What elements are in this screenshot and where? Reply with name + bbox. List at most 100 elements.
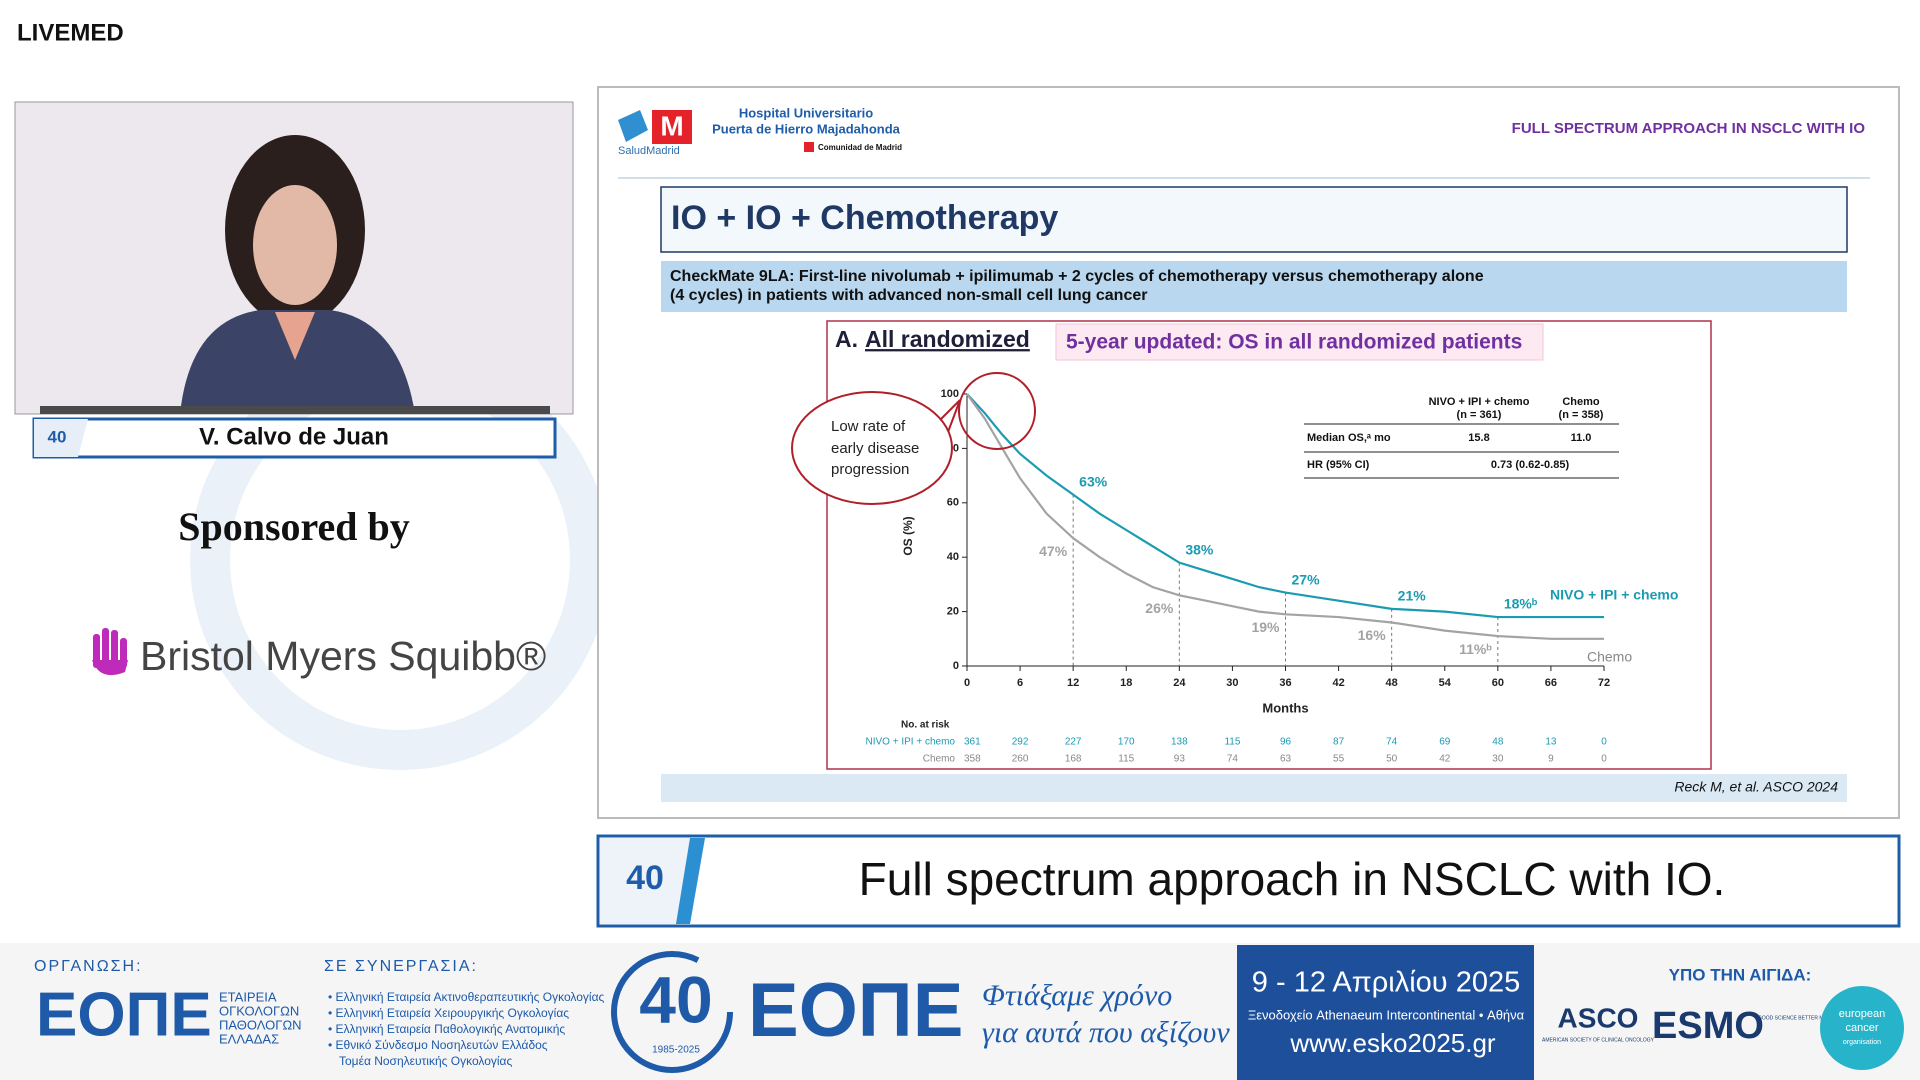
organizer-name: ΟΓΚΟΛΟΓΩΝ xyxy=(219,1003,299,1018)
at-risk-count: 13 xyxy=(1545,737,1557,748)
landmark-label: 21% xyxy=(1398,588,1427,604)
anniversary-ring xyxy=(611,951,733,1073)
landmark-label: 27% xyxy=(1292,571,1321,587)
footer-bg xyxy=(0,943,1920,1080)
table-cell: Median OS,ᵃ mo xyxy=(1307,432,1391,444)
neck xyxy=(275,312,315,360)
landmark-label: 18%ᵇ xyxy=(1504,596,1538,612)
suit xyxy=(180,310,415,414)
series-label: Chemo xyxy=(1587,649,1632,665)
bms-icon-part xyxy=(92,660,128,676)
eco-logo xyxy=(1820,986,1904,1070)
organizer-name: ΠΑΘΟΛΟΓΩΝ xyxy=(219,1017,302,1032)
at-risk-count: 55 xyxy=(1333,754,1345,765)
lectern xyxy=(40,406,550,414)
name-badge: 40 xyxy=(48,427,67,446)
y-tick-label: 20 xyxy=(947,606,959,618)
at-risk-count: 30 xyxy=(1492,754,1504,765)
sponsor-name: Bristol Myers Squibb® xyxy=(140,633,546,679)
table-header: (n = 361) xyxy=(1457,409,1502,421)
at-risk-count: 42 xyxy=(1439,754,1451,765)
at-risk-count: 0 xyxy=(1601,737,1607,748)
y-tick-label: 40 xyxy=(947,551,959,563)
partners-label: ΣΕ ΣΥΝΕΡΓΑΣΙΑ: xyxy=(324,958,478,975)
hospital-brand: SaludMadrid xyxy=(618,145,680,157)
panel-label: All randomized xyxy=(865,326,1030,352)
at-risk-count: 87 xyxy=(1333,737,1345,748)
landmark-label: 47% xyxy=(1039,543,1068,559)
at-risk-count: 361 xyxy=(964,737,981,748)
x-tick-label: 24 xyxy=(1173,677,1186,689)
landmark-label: 19% xyxy=(1251,619,1280,635)
event-website: www.esko2025.gr xyxy=(1289,1028,1496,1058)
landmark-label: 16% xyxy=(1358,627,1387,643)
callout-circle xyxy=(958,372,1036,450)
x-tick-label: 66 xyxy=(1545,677,1557,689)
anniversary-years: 1985-2025 xyxy=(652,1045,700,1056)
at-risk-count: 93 xyxy=(1174,754,1186,765)
organizer-name: ΕΛΛΑΔΑΣ xyxy=(219,1031,279,1046)
callout: Low rate of early disease progression xyxy=(791,372,1036,505)
at-risk-count: 292 xyxy=(1012,737,1029,748)
esmo-logo: ESMO xyxy=(1652,1005,1764,1047)
x-tick-label: 18 xyxy=(1120,677,1132,689)
x-tick-label: 0 xyxy=(964,677,970,689)
table-header: NIVO + IPI + chemo xyxy=(1429,396,1530,408)
dates-box xyxy=(1237,945,1534,1080)
x-tick-label: 36 xyxy=(1279,677,1291,689)
table-cell: 11.0 xyxy=(1571,432,1592,444)
at-risk-count: 74 xyxy=(1227,754,1239,765)
at-risk-count: 63 xyxy=(1280,754,1292,765)
panel-title: 5-year updated: OS in all randomized pat… xyxy=(1066,331,1522,354)
anniversary: 40 xyxy=(639,962,712,1036)
at-risk-count: 0 xyxy=(1601,754,1607,765)
subtitle: CheckMate 9LA: First-line nivolumab + ip… xyxy=(670,268,1484,285)
subtitle: (4 cycles) in patients with advanced non… xyxy=(670,287,1147,304)
hospital-m xyxy=(652,110,692,144)
at-risk-row-label: Chemo xyxy=(923,754,956,765)
panel-letter: A. xyxy=(835,326,858,352)
table-header: (n = 358) xyxy=(1559,409,1604,421)
partner: Τομέα Νοσηλευτικής Ογκολογίας xyxy=(339,1054,512,1068)
landmark-label: 11%ᵇ xyxy=(1459,641,1492,657)
at-risk-label: No. at risk xyxy=(901,720,950,731)
subtitle-band xyxy=(661,261,1847,312)
caption-bar: 40 Full spectrum approach in NSCLC with … xyxy=(596,834,1901,928)
caption-badge: 40 xyxy=(626,859,664,897)
sponsor-label: Sponsored by xyxy=(178,504,410,549)
region-flag xyxy=(804,142,814,152)
asco-logo: ASCO xyxy=(1558,1002,1639,1033)
event-venue: Ξενοδοχείο Athenaeum Intercontinental • … xyxy=(1248,1007,1525,1022)
event-logo: ΕΟΠΕ xyxy=(748,968,963,1053)
table-cell: HR (95% CI) xyxy=(1307,459,1370,471)
slide-title: IO + IO + Chemotherapy xyxy=(671,199,1058,237)
y-axis-label: OS (%) xyxy=(901,516,915,555)
at-risk-count: 74 xyxy=(1386,737,1398,748)
bms-icon-part xyxy=(111,630,118,668)
caption-badge-bg xyxy=(600,838,705,924)
y-tick-label: 60 xyxy=(947,497,959,509)
brand-logo: LIVEMED xyxy=(17,19,124,46)
km-curve xyxy=(966,393,1604,619)
asco-tagline: AMERICAN SOCIETY OF CLINICAL ONCOLOGY xyxy=(1542,1037,1655,1043)
bms-icon-part xyxy=(102,628,109,668)
at-risk-count: 260 xyxy=(1012,754,1029,765)
at-risk-count: 9 xyxy=(1548,754,1554,765)
event-dates: 9 - 12 Απριλίου 2025 xyxy=(1252,967,1520,999)
caption-text: Full spectrum approach in NSCLC with IO. xyxy=(859,853,1726,905)
x-tick-label: 54 xyxy=(1439,677,1452,689)
hospital-region: Comunidad de Madrid xyxy=(818,143,902,152)
at-risk-count: 168 xyxy=(1065,754,1082,765)
at-risk-count: 50 xyxy=(1386,754,1398,765)
reference-band xyxy=(661,774,1847,802)
organizer-label: ΟΡΓΑΝΩΣΗ: xyxy=(34,958,143,975)
eco-text: organisation xyxy=(1843,1039,1881,1046)
x-axis-label: Months xyxy=(1262,700,1308,715)
at-risk-count: 227 xyxy=(1065,737,1082,748)
table-cell: 0.73 (0.62-0.85) xyxy=(1491,459,1570,471)
footer: ΟΡΓΑΝΩΣΗ: ΕΟΠΕ ΕΤΑΙΡΕΙΑ ΟΓΚΟΛΟΓΩΝ ΠΑΘΟΛΟ… xyxy=(0,943,1920,1080)
speaker-name: V. Calvo de Juan xyxy=(199,423,389,450)
